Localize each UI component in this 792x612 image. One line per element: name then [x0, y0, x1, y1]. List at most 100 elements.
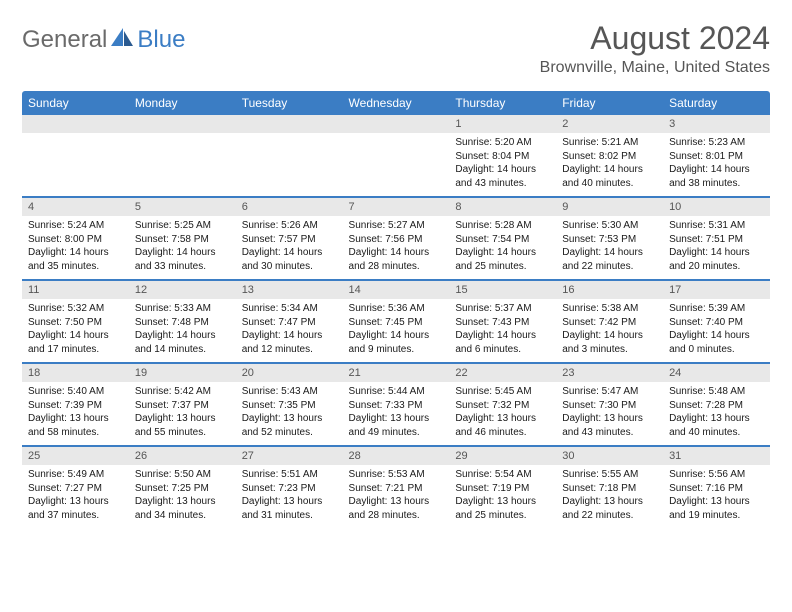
sunset-text: Sunset: 8:00 PM — [28, 233, 123, 247]
daylight-text: Daylight: 14 hours and 30 minutes. — [242, 246, 337, 273]
week-row: 1Sunrise: 5:20 AMSunset: 8:04 PMDaylight… — [22, 115, 770, 197]
day-content: Sunrise: 5:27 AMSunset: 7:56 PMDaylight:… — [343, 216, 450, 279]
sunset-text: Sunset: 7:50 PM — [28, 316, 123, 330]
sunset-text: Sunset: 7:58 PM — [135, 233, 230, 247]
daylight-text: Daylight: 13 hours and 31 minutes. — [242, 495, 337, 522]
day-number: 21 — [343, 364, 450, 382]
daylight-text: Daylight: 13 hours and 40 minutes. — [669, 412, 764, 439]
day-cell: 6Sunrise: 5:26 AMSunset: 7:57 PMDaylight… — [236, 197, 343, 280]
daylight-text: Daylight: 13 hours and 55 minutes. — [135, 412, 230, 439]
day-number: 7 — [343, 198, 450, 216]
day-cell: 28Sunrise: 5:53 AMSunset: 7:21 PMDayligh… — [343, 446, 450, 528]
day-cell: 23Sunrise: 5:47 AMSunset: 7:30 PMDayligh… — [556, 363, 663, 446]
day-number: 30 — [556, 447, 663, 465]
sunrise-text: Sunrise: 5:45 AM — [455, 385, 550, 399]
sunset-text: Sunset: 7:57 PM — [242, 233, 337, 247]
day-content: Sunrise: 5:40 AMSunset: 7:39 PMDaylight:… — [22, 382, 129, 445]
logo: General Blue — [22, 26, 185, 54]
sunrise-text: Sunrise: 5:27 AM — [349, 219, 444, 233]
day-cell: 19Sunrise: 5:42 AMSunset: 7:37 PMDayligh… — [129, 363, 236, 446]
day-number: 15 — [449, 281, 556, 299]
empty-day-number — [343, 115, 450, 133]
sunrise-text: Sunrise: 5:43 AM — [242, 385, 337, 399]
day-cell — [343, 115, 450, 197]
title-block: August 2024 Brownville, Maine, United St… — [540, 20, 770, 77]
day-content: Sunrise: 5:49 AMSunset: 7:27 PMDaylight:… — [22, 465, 129, 528]
day-number: 6 — [236, 198, 343, 216]
sunrise-text: Sunrise: 5:25 AM — [135, 219, 230, 233]
day-header-tuesday: Tuesday — [236, 91, 343, 115]
day-number: 17 — [663, 281, 770, 299]
day-cell: 17Sunrise: 5:39 AMSunset: 7:40 PMDayligh… — [663, 280, 770, 363]
day-number: 28 — [343, 447, 450, 465]
week-row: 25Sunrise: 5:49 AMSunset: 7:27 PMDayligh… — [22, 446, 770, 528]
day-content: Sunrise: 5:26 AMSunset: 7:57 PMDaylight:… — [236, 216, 343, 279]
day-number: 27 — [236, 447, 343, 465]
logo-text-general: General — [22, 26, 107, 54]
day-cell: 1Sunrise: 5:20 AMSunset: 8:04 PMDaylight… — [449, 115, 556, 197]
sunrise-text: Sunrise: 5:54 AM — [455, 468, 550, 482]
sunrise-text: Sunrise: 5:20 AM — [455, 136, 550, 150]
day-number: 24 — [663, 364, 770, 382]
sunset-text: Sunset: 7:25 PM — [135, 482, 230, 496]
page-header: General Blue August 2024 Brownville, Mai… — [22, 20, 770, 77]
day-number: 9 — [556, 198, 663, 216]
sunrise-text: Sunrise: 5:26 AM — [242, 219, 337, 233]
day-number: 14 — [343, 281, 450, 299]
day-content: Sunrise: 5:39 AMSunset: 7:40 PMDaylight:… — [663, 299, 770, 362]
day-content: Sunrise: 5:21 AMSunset: 8:02 PMDaylight:… — [556, 133, 663, 196]
day-content: Sunrise: 5:37 AMSunset: 7:43 PMDaylight:… — [449, 299, 556, 362]
daylight-text: Daylight: 14 hours and 28 minutes. — [349, 246, 444, 273]
sunrise-text: Sunrise: 5:21 AM — [562, 136, 657, 150]
week-row: 11Sunrise: 5:32 AMSunset: 7:50 PMDayligh… — [22, 280, 770, 363]
sunrise-text: Sunrise: 5:30 AM — [562, 219, 657, 233]
day-content: Sunrise: 5:23 AMSunset: 8:01 PMDaylight:… — [663, 133, 770, 196]
sunset-text: Sunset: 7:39 PM — [28, 399, 123, 413]
sunset-text: Sunset: 7:37 PM — [135, 399, 230, 413]
sunset-text: Sunset: 8:02 PM — [562, 150, 657, 164]
sunset-text: Sunset: 7:45 PM — [349, 316, 444, 330]
daylight-text: Daylight: 14 hours and 38 minutes. — [669, 163, 764, 190]
day-number: 19 — [129, 364, 236, 382]
sunrise-text: Sunrise: 5:23 AM — [669, 136, 764, 150]
day-number: 5 — [129, 198, 236, 216]
sunset-text: Sunset: 7:35 PM — [242, 399, 337, 413]
day-number: 25 — [22, 447, 129, 465]
month-title: August 2024 — [540, 20, 770, 57]
day-content: Sunrise: 5:34 AMSunset: 7:47 PMDaylight:… — [236, 299, 343, 362]
day-content: Sunrise: 5:56 AMSunset: 7:16 PMDaylight:… — [663, 465, 770, 528]
day-content: Sunrise: 5:51 AMSunset: 7:23 PMDaylight:… — [236, 465, 343, 528]
day-cell: 25Sunrise: 5:49 AMSunset: 7:27 PMDayligh… — [22, 446, 129, 528]
sunset-text: Sunset: 7:21 PM — [349, 482, 444, 496]
day-cell: 24Sunrise: 5:48 AMSunset: 7:28 PMDayligh… — [663, 363, 770, 446]
day-number: 11 — [22, 281, 129, 299]
daylight-text: Daylight: 14 hours and 9 minutes. — [349, 329, 444, 356]
sunset-text: Sunset: 7:16 PM — [669, 482, 764, 496]
sunrise-text: Sunrise: 5:38 AM — [562, 302, 657, 316]
sunrise-text: Sunrise: 5:36 AM — [349, 302, 444, 316]
sunrise-text: Sunrise: 5:44 AM — [349, 385, 444, 399]
day-content: Sunrise: 5:28 AMSunset: 7:54 PMDaylight:… — [449, 216, 556, 279]
day-header-thursday: Thursday — [449, 91, 556, 115]
sunrise-text: Sunrise: 5:49 AM — [28, 468, 123, 482]
day-cell: 5Sunrise: 5:25 AMSunset: 7:58 PMDaylight… — [129, 197, 236, 280]
sunrise-text: Sunrise: 5:37 AM — [455, 302, 550, 316]
day-cell: 9Sunrise: 5:30 AMSunset: 7:53 PMDaylight… — [556, 197, 663, 280]
daylight-text: Daylight: 14 hours and 43 minutes. — [455, 163, 550, 190]
day-content: Sunrise: 5:20 AMSunset: 8:04 PMDaylight:… — [449, 133, 556, 196]
sunset-text: Sunset: 7:18 PM — [562, 482, 657, 496]
sunrise-text: Sunrise: 5:50 AM — [135, 468, 230, 482]
day-cell: 10Sunrise: 5:31 AMSunset: 7:51 PMDayligh… — [663, 197, 770, 280]
day-number: 10 — [663, 198, 770, 216]
day-header-friday: Friday — [556, 91, 663, 115]
day-number: 1 — [449, 115, 556, 133]
sunrise-text: Sunrise: 5:31 AM — [669, 219, 764, 233]
daylight-text: Daylight: 13 hours and 49 minutes. — [349, 412, 444, 439]
day-header-wednesday: Wednesday — [343, 91, 450, 115]
day-cell: 20Sunrise: 5:43 AMSunset: 7:35 PMDayligh… — [236, 363, 343, 446]
day-cell: 16Sunrise: 5:38 AMSunset: 7:42 PMDayligh… — [556, 280, 663, 363]
day-content: Sunrise: 5:24 AMSunset: 8:00 PMDaylight:… — [22, 216, 129, 279]
sunset-text: Sunset: 7:54 PM — [455, 233, 550, 247]
daylight-text: Daylight: 14 hours and 14 minutes. — [135, 329, 230, 356]
sunset-text: Sunset: 7:28 PM — [669, 399, 764, 413]
